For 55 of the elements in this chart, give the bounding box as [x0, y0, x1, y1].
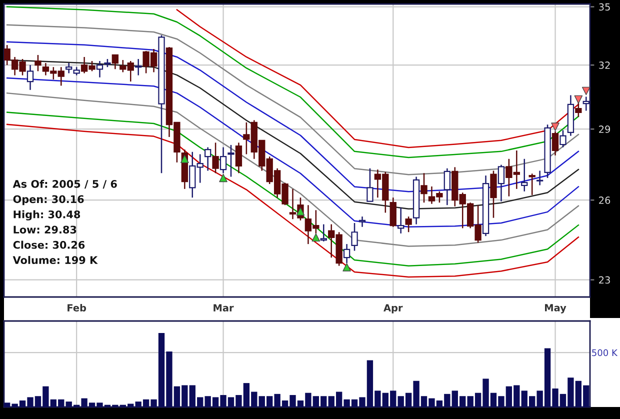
candlestick — [96, 60, 104, 78]
candlestick — [552, 130, 559, 156]
x-tick-label: Feb — [68, 304, 86, 312]
point — [219, 174, 228, 182]
candlestick — [34, 54, 42, 72]
candlestick — [26, 64, 34, 91]
annotation: Volume: 199 K — [12, 256, 98, 264]
annotation: Low: 29.83 — [14, 226, 76, 234]
candlestick — [135, 58, 142, 76]
point — [312, 233, 320, 242]
y-tick-label: 23 — [599, 276, 610, 284]
y-tick-label: 500 K — [592, 349, 618, 356]
y-tick-label: 35 — [599, 3, 610, 11]
point — [551, 122, 560, 131]
candlestick — [366, 168, 374, 202]
candlestick — [490, 170, 497, 218]
line-series — [6, 92, 580, 247]
x-tick-label: Mar — [214, 304, 234, 312]
point — [180, 154, 189, 164]
candlestick — [405, 216, 412, 233]
candlestick — [320, 224, 327, 242]
candlestick — [212, 142, 219, 174]
candlestick — [498, 164, 505, 202]
annotation: Open: 30.16 — [13, 195, 84, 206]
candlestick — [420, 172, 428, 204]
annotation: As Of: 2005 / 5 / 6 — [12, 180, 117, 189]
point — [574, 95, 583, 104]
candlestick — [398, 207, 404, 234]
candlestick — [220, 146, 227, 174]
line-series — [6, 6, 580, 158]
annotation: High: 30.48 — [14, 210, 80, 220]
candlestick — [358, 216, 366, 228]
x-tick-label: Apr — [384, 304, 403, 314]
candlestick — [444, 168, 450, 206]
y-tick-label: 26 — [599, 196, 610, 204]
candlestick — [582, 96, 590, 112]
candlestick — [560, 130, 566, 148]
y-tick-label: 32 — [599, 62, 610, 69]
candlestick — [528, 172, 536, 196]
point — [582, 86, 590, 96]
candlestick — [390, 196, 396, 228]
candlestick — [351, 222, 358, 252]
candlestick — [521, 158, 528, 192]
point — [342, 263, 351, 272]
candlestick — [204, 146, 212, 172]
candlestick — [235, 142, 242, 174]
point — [296, 207, 305, 216]
candlestick — [66, 62, 72, 74]
y-tick-label: 29 — [599, 126, 610, 133]
x-tick-label: May — [545, 304, 566, 314]
annotation: Close: 30.26 — [13, 240, 85, 249]
candlestick — [112, 54, 119, 70]
candlestick — [228, 144, 234, 178]
line-series — [6, 41, 580, 192]
candlestick — [536, 170, 544, 186]
